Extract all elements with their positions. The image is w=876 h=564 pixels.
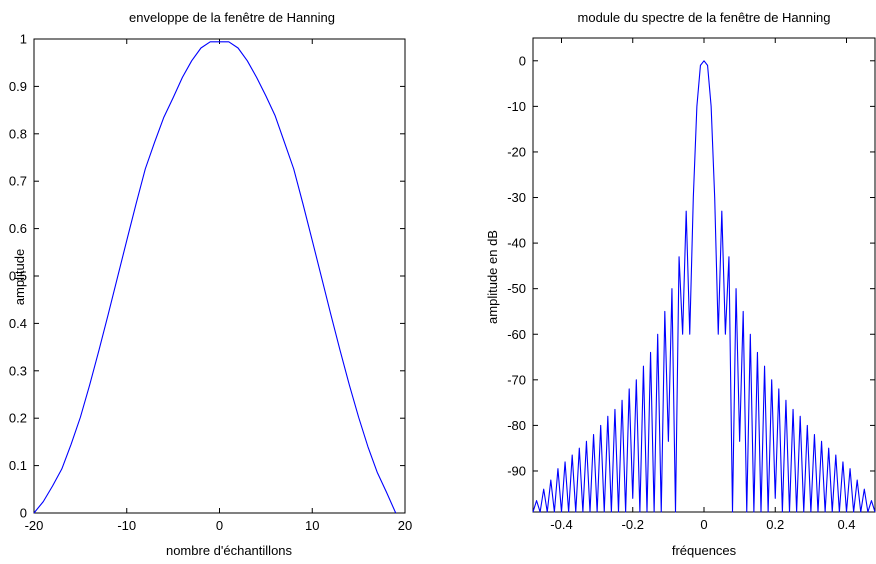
x-tick-label: -20 <box>25 518 44 533</box>
y-tick-label: -70 <box>507 372 526 387</box>
tick-labels: -0.4 -0.2 0 0.2 0.4 0 -10 -20 -30 -40 -50 -60 -70 -80… <box>507 53 855 532</box>
y-tick-label: 0 <box>20 506 27 521</box>
y-tick-label: 0.4 <box>9 316 27 331</box>
plot-frame <box>33 38 406 514</box>
y-axis-label: amplitude <box>12 249 27 305</box>
y-tick-label: -20 <box>507 144 526 159</box>
y-tick-label: 0.9 <box>9 79 27 94</box>
y-tick-label: 0.2 <box>9 411 27 426</box>
series-line <box>532 60 876 513</box>
y-tick-label: 0.5 <box>9 269 27 284</box>
x-tick-label: 0 <box>216 518 223 533</box>
x-tick-label: 20 <box>398 518 412 533</box>
x-tick-label: -10 <box>117 518 136 533</box>
y-tick-label: -80 <box>507 418 526 433</box>
axis-ticks <box>33 38 406 514</box>
y-tick-label: -90 <box>507 463 526 478</box>
series-line <box>33 41 397 514</box>
y-tick-label: 0.8 <box>9 126 27 141</box>
x-axis-label: fréquences <box>672 543 737 558</box>
y-tick-label: 0.6 <box>9 221 27 236</box>
chart-title: module du spectre de la fenêtre de Hanni… <box>578 10 831 25</box>
x-tick-label: 0 <box>700 517 707 532</box>
y-tick-label: -40 <box>507 236 526 251</box>
y-tick-label: -60 <box>507 327 526 342</box>
x-tick-label: 0.4 <box>837 517 855 532</box>
y-tick-label: 1 <box>20 32 27 47</box>
tick-labels: -20 -10 0 10 20 0 0.1 0.2 0.3 0.4 0.5 0.6 0.7 0.8 0.9 1 <box>9 32 412 534</box>
hanning-envelope-chart: enveloppe de la fenêtre de Hanning -20 -1… <box>9 10 412 558</box>
x-tick-label: 0.2 <box>766 517 784 532</box>
axis-ticks <box>533 38 875 512</box>
y-tick-label: -30 <box>507 190 526 205</box>
y-tick-label: -10 <box>507 99 526 114</box>
y-tick-label: 0.1 <box>9 458 27 473</box>
x-tick-label: 10 <box>305 518 319 533</box>
x-tick-label: -0.2 <box>622 517 644 532</box>
y-tick-label: 0.3 <box>9 363 27 378</box>
y-tick-label: 0.7 <box>9 174 27 189</box>
y-tick-label: -50 <box>507 281 526 296</box>
chart-title: enveloppe de la fenêtre de Hanning <box>129 10 335 25</box>
plot-frame <box>532 37 876 513</box>
hanning-spectrum-chart: module du spectre de la fenêtre de Hanni… <box>485 10 876 558</box>
y-axis-label: amplitude en dB <box>485 230 500 324</box>
x-axis-label: nombre d'échantillons <box>166 543 293 558</box>
y-tick-label: 0 <box>519 53 526 68</box>
x-tick-label: -0.4 <box>550 517 572 532</box>
